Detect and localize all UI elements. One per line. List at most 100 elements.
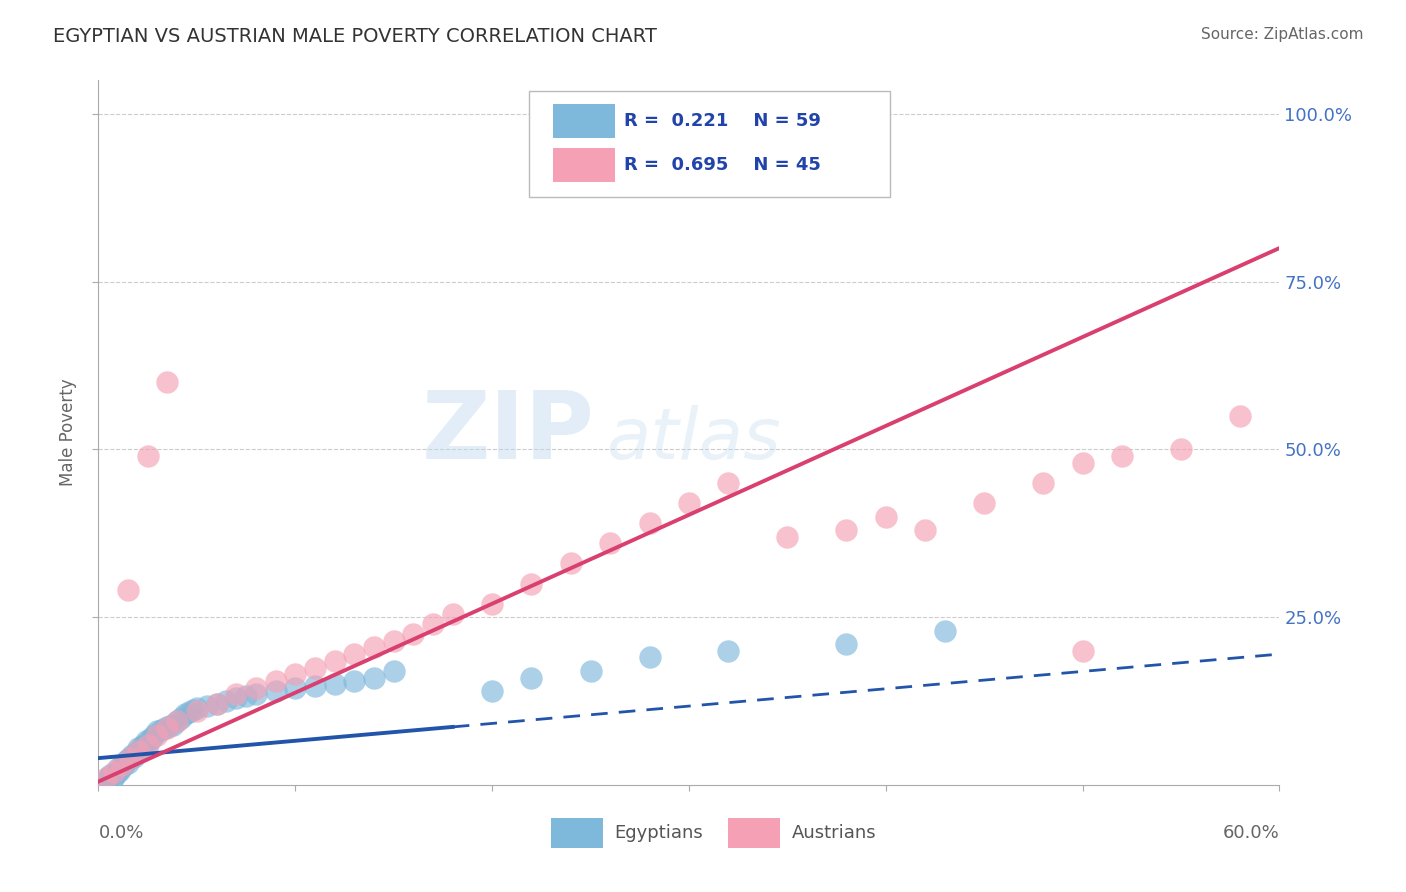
FancyBboxPatch shape — [551, 818, 603, 847]
Point — [186, 700, 208, 714]
Point — [107, 764, 129, 779]
Point — [323, 677, 346, 691]
Point — [422, 616, 444, 631]
Point — [107, 761, 129, 775]
Point — [112, 757, 135, 772]
Point — [560, 557, 582, 571]
Point — [156, 376, 179, 390]
Point — [98, 768, 121, 782]
Point — [108, 763, 131, 777]
Text: R =  0.221    N = 59: R = 0.221 N = 59 — [624, 112, 821, 130]
Point — [678, 496, 700, 510]
Point — [1071, 456, 1094, 470]
Point — [304, 679, 326, 693]
Point — [225, 690, 247, 705]
FancyBboxPatch shape — [530, 91, 890, 196]
Point — [835, 637, 858, 651]
Point — [776, 530, 799, 544]
Point — [103, 764, 125, 779]
Point — [166, 714, 188, 729]
Point — [638, 107, 661, 121]
Point — [136, 738, 159, 752]
Point — [875, 509, 897, 524]
Point — [363, 671, 385, 685]
Point — [166, 714, 188, 729]
Point — [717, 644, 740, 658]
Point — [195, 698, 218, 713]
Point — [1071, 644, 1094, 658]
Point — [1111, 449, 1133, 463]
Point — [136, 736, 159, 750]
Point — [157, 719, 180, 733]
Point — [136, 449, 159, 463]
Text: R =  0.695    N = 45: R = 0.695 N = 45 — [624, 156, 821, 174]
Point — [177, 706, 200, 720]
Point — [264, 673, 287, 688]
Point — [115, 755, 138, 769]
Point — [264, 684, 287, 698]
Point — [122, 749, 145, 764]
Text: ZIP: ZIP — [422, 386, 595, 479]
Point — [146, 724, 169, 739]
Point — [934, 624, 956, 638]
Point — [96, 771, 118, 785]
Point — [135, 734, 157, 748]
Point — [127, 744, 149, 758]
Text: Source: ZipAtlas.com: Source: ZipAtlas.com — [1201, 27, 1364, 42]
Point — [235, 690, 257, 704]
Point — [138, 732, 160, 747]
Point — [131, 739, 153, 753]
Point — [118, 751, 141, 765]
Point — [481, 597, 503, 611]
Point — [117, 752, 139, 766]
Point — [245, 681, 267, 695]
Point — [142, 728, 165, 742]
Point — [132, 738, 155, 752]
Point — [245, 687, 267, 701]
Point — [127, 744, 149, 758]
Point — [141, 731, 163, 745]
Text: Austrians: Austrians — [792, 824, 876, 842]
Point — [111, 759, 134, 773]
Point — [117, 756, 139, 771]
Point — [156, 721, 179, 735]
FancyBboxPatch shape — [553, 148, 614, 182]
Point — [150, 723, 173, 737]
Point — [382, 664, 405, 678]
Point — [717, 475, 740, 490]
Point — [363, 640, 385, 655]
Text: 60.0%: 60.0% — [1223, 823, 1279, 842]
Text: Egyptians: Egyptians — [614, 824, 703, 842]
Point — [599, 536, 621, 550]
Point — [101, 772, 124, 787]
Text: 0.0%: 0.0% — [98, 823, 143, 842]
Point — [284, 681, 307, 695]
Point — [343, 673, 366, 688]
Point — [162, 717, 184, 731]
Point — [125, 746, 148, 760]
FancyBboxPatch shape — [553, 104, 614, 138]
Point — [481, 684, 503, 698]
Point — [205, 698, 228, 712]
Point — [170, 711, 193, 725]
Point — [343, 647, 366, 661]
Point — [117, 583, 139, 598]
Point — [638, 516, 661, 531]
Point — [146, 728, 169, 742]
Point — [638, 650, 661, 665]
Point — [97, 771, 120, 785]
Point — [215, 694, 238, 708]
Point — [973, 496, 995, 510]
Point — [155, 721, 177, 735]
Point — [914, 523, 936, 537]
Point — [1229, 409, 1251, 423]
Point — [441, 607, 464, 621]
Point — [323, 654, 346, 668]
Point — [105, 765, 128, 780]
Point — [284, 667, 307, 681]
Point — [103, 770, 125, 784]
Point — [111, 757, 134, 772]
Point — [520, 671, 543, 685]
Point — [127, 741, 149, 756]
Point — [181, 703, 204, 717]
